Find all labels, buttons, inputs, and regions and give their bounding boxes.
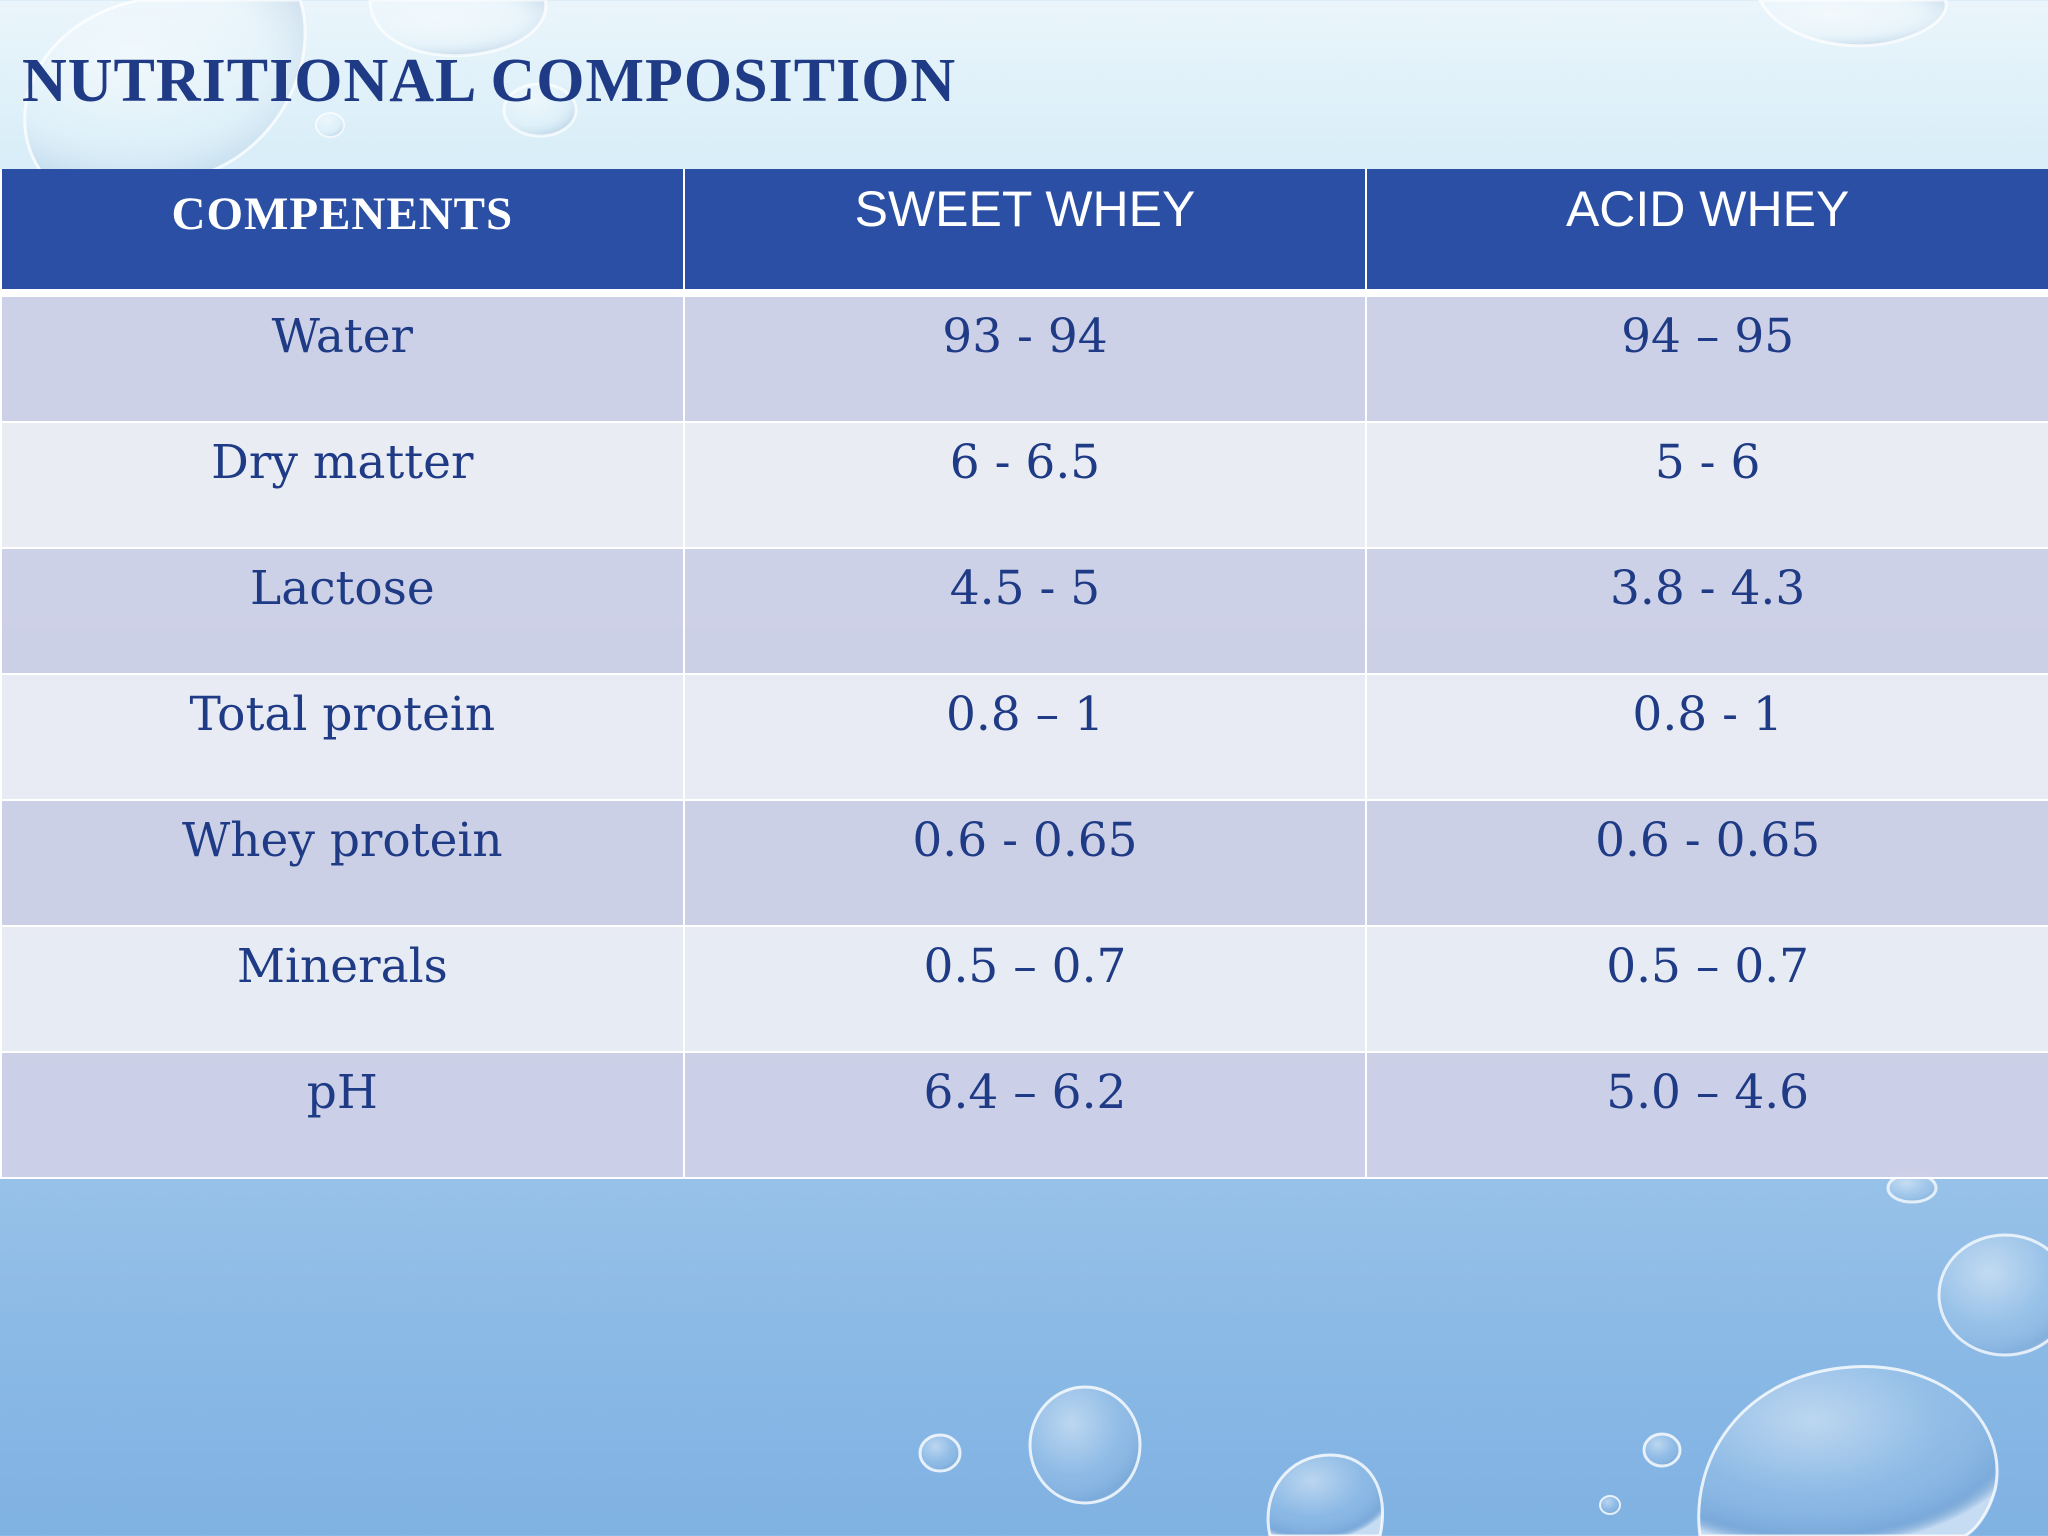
table-row: Water 93 - 94 94 – 95: [0, 292, 2048, 423]
droplet-right-mid: [1937, 1233, 2048, 1357]
header-sweet-whey: SWEET WHEY: [682, 169, 1368, 297]
droplet-bottom-right-tiny: [1599, 1495, 1621, 1515]
droplet-top-left-small: [502, 82, 578, 138]
header-acid-whey: ACID WHEY: [1365, 169, 2048, 297]
sweet-whey-cell: 0.6 - 0.65: [682, 799, 1368, 927]
droplet-bottom-center: [1028, 1385, 1142, 1505]
table-row: Dry matter 6 - 6.5 5 - 6: [0, 421, 2048, 549]
acid-whey-cell: 0.5 – 0.7: [1365, 925, 2048, 1053]
component-cell: Water: [0, 292, 685, 423]
component-cell: Lactose: [0, 547, 685, 675]
droplet-top-center: [368, 0, 548, 58]
acid-whey-cell: 94 – 95: [1365, 292, 2048, 423]
droplet-bottom-right-large: [1697, 1365, 1999, 1536]
table-row: Lactose 4.5 - 5 3.8 - 4.3: [0, 547, 2048, 675]
droplet-bottom-center-small: [918, 1433, 962, 1473]
sweet-whey-cell: 0.5 – 0.7: [682, 925, 1368, 1053]
droplet-bottom-mid: [1266, 1453, 1385, 1536]
table-row: Whey protein 0.6 - 0.65 0.6 - 0.65: [0, 799, 2048, 927]
acid-whey-cell: 5.0 – 4.6: [1365, 1051, 2048, 1179]
acid-whey-cell: 3.8 - 4.3: [1365, 547, 2048, 675]
component-cell: Minerals: [0, 925, 685, 1053]
component-cell: Whey protein: [0, 799, 685, 927]
slide-title: NUTRITIONAL COMPOSITION: [22, 47, 957, 115]
component-cell: Total protein: [0, 673, 685, 801]
droplet-top-left-tiny: [315, 112, 345, 138]
droplet-bottom-right-small: [1642, 1432, 1682, 1468]
table-row: Minerals 0.5 – 0.7 0.5 – 0.7: [0, 925, 2048, 1053]
acid-whey-cell: 0.6 - 0.65: [1365, 799, 2048, 927]
sweet-whey-cell: 6.4 – 6.2: [682, 1051, 1368, 1179]
header-components: COMPENENTS: [0, 169, 685, 297]
sweet-whey-cell: 4.5 - 5: [682, 547, 1368, 675]
sweet-whey-cell: 93 - 94: [682, 292, 1368, 423]
droplet-top-right: [1758, 0, 1948, 48]
table-row: pH 6.4 – 6.2 5.0 – 4.6: [0, 1051, 2048, 1179]
component-cell: Dry matter: [0, 421, 685, 549]
composition-table: COMPENENTS SWEET WHEY ACID WHEY Water 93…: [0, 169, 2048, 1179]
acid-whey-cell: 5 - 6: [1365, 421, 2048, 549]
table-row: Total protein 0.8 – 1 0.8 - 1: [0, 673, 2048, 801]
sweet-whey-cell: 0.8 – 1: [682, 673, 1368, 801]
table-header-row: COMPENENTS SWEET WHEY ACID WHEY: [0, 169, 2048, 297]
acid-whey-cell: 0.8 - 1: [1365, 673, 2048, 801]
component-cell: pH: [0, 1051, 685, 1179]
sweet-whey-cell: 6 - 6.5: [682, 421, 1368, 549]
